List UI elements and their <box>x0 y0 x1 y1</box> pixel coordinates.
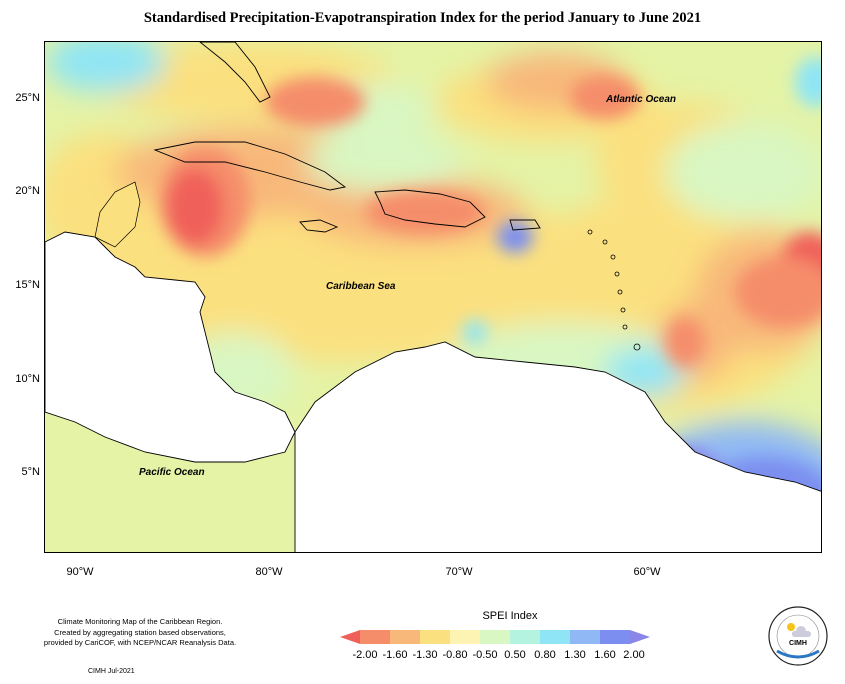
legend-title: SPEI Index <box>482 610 538 622</box>
legend-tick-label: 1.30 <box>564 649 586 661</box>
lon-label-60w: 60°W <box>633 566 661 578</box>
lat-label-15n: 15°N <box>15 279 40 291</box>
map-title: Standardised Precipitation-Evapotranspir… <box>143 10 702 26</box>
florida <box>199 42 271 103</box>
legend-tick-label: -0.80 <box>442 649 468 661</box>
hispaniola <box>374 189 486 228</box>
central-america <box>45 231 296 463</box>
legend-swatch <box>570 630 600 644</box>
cloud-icon <box>791 626 811 637</box>
spei-map <box>44 41 822 553</box>
legend-tick-label: -1.30 <box>412 649 438 661</box>
logo-text: CIMH <box>789 640 807 647</box>
pacific-ocean-label: Pacific Ocean <box>139 467 205 478</box>
footer-line-3: provided by CariCOF, with NCEP/NCAR Rean… <box>43 638 237 647</box>
lat-label-10n: 10°N <box>15 373 40 385</box>
south-america <box>294 341 821 552</box>
legend-arrow-high <box>630 630 650 644</box>
legend-swatch <box>480 630 510 644</box>
legend-arrow-low <box>340 630 360 644</box>
cuba <box>153 141 347 191</box>
footer-line-2: Created by aggregating station based obs… <box>54 627 226 637</box>
logo-wave <box>776 649 820 659</box>
footer-date: CIMH Jul-2021 <box>88 668 135 675</box>
lon-label-70w: 70°W <box>445 566 473 578</box>
legend-tick-label: -1.60 <box>382 649 408 661</box>
legend-tick-label: 0.50 <box>504 649 526 661</box>
legend-tick-label: 2.00 <box>623 649 645 661</box>
spei-map-canvas <box>45 42 821 552</box>
legend-swatch <box>420 630 450 644</box>
legend-tick-label: 1.60 <box>594 649 616 661</box>
legend-swatch <box>510 630 540 644</box>
legend-swatch <box>450 630 480 644</box>
lat-label-20n: 20°N <box>15 185 40 197</box>
legend-tick-label: 0.80 <box>534 649 556 661</box>
yucatan <box>94 181 141 248</box>
legend-color-bar <box>340 630 650 644</box>
lon-label-90w: 90°W <box>66 566 94 578</box>
footer-note: Climate Monitoring Map of the Caribbean … <box>30 617 250 649</box>
lesser-antilles <box>587 229 641 351</box>
lat-label-25n: 25°N <box>15 92 40 104</box>
legend-swatch <box>540 630 570 644</box>
puerto-rico <box>509 219 541 231</box>
legend-swatch <box>360 630 390 644</box>
lon-label-80w: 80°W <box>255 566 283 578</box>
legend-swatch <box>390 630 420 644</box>
legend-swatch <box>600 630 630 644</box>
caribbean-sea-label: Caribbean Sea <box>326 281 396 292</box>
legend-tick-label: -0.50 <box>472 649 498 661</box>
land-masses <box>45 42 821 552</box>
legend-tick-label: -2.00 <box>352 649 378 661</box>
jamaica <box>299 219 339 233</box>
atlantic-ocean-label: Atlantic Ocean <box>606 94 677 105</box>
cimh-logo: CIMH <box>768 606 828 666</box>
lat-label-5n: 5°N <box>21 466 40 478</box>
legend-labels: -2.00 -1.60 -1.30 -0.80 -0.50 0.50 0.80 … <box>345 649 645 663</box>
sun-icon <box>787 623 795 631</box>
footer-line-1: Climate Monitoring Map of the Caribbean … <box>57 617 223 626</box>
